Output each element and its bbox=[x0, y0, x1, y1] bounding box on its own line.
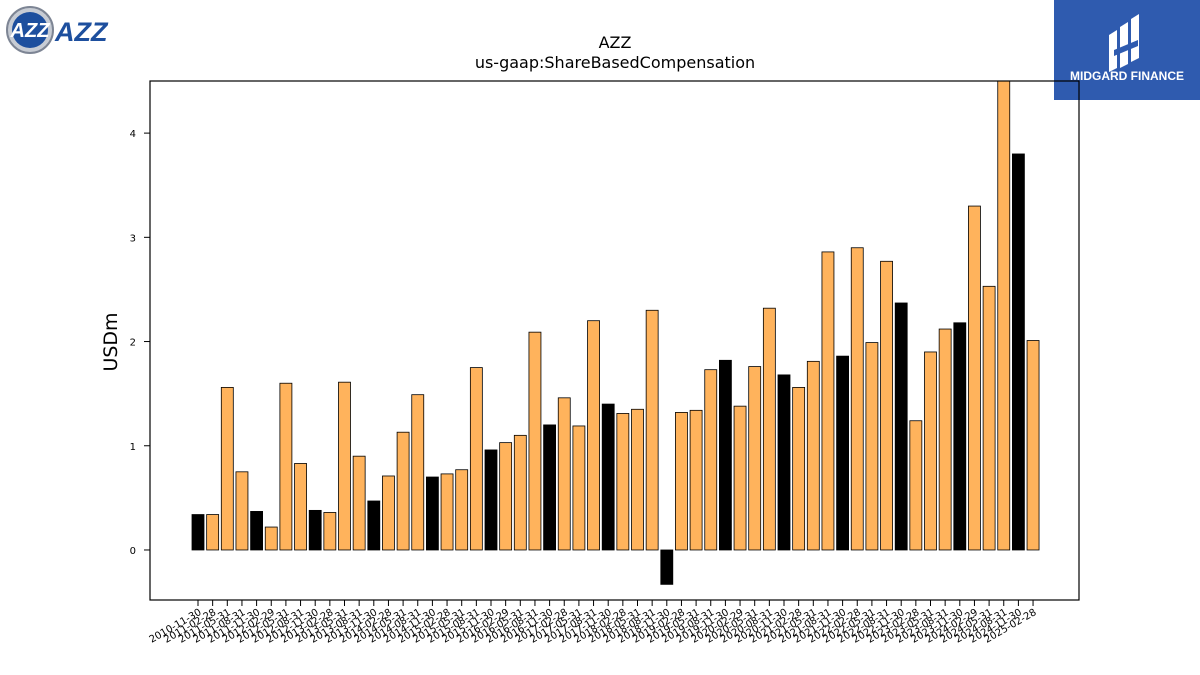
bar bbox=[220, 386, 234, 551]
bar bbox=[806, 360, 820, 551]
bar bbox=[294, 463, 307, 551]
y-tick-label: 1 bbox=[130, 442, 136, 453]
bar bbox=[455, 469, 469, 551]
bar bbox=[513, 434, 527, 551]
bar bbox=[528, 331, 542, 551]
bar bbox=[777, 374, 791, 551]
midgard-finance-logo: MIDGARD FINANCE bbox=[1054, 0, 1200, 100]
y-tick-label: 2 bbox=[130, 338, 136, 349]
azz-logo-mark: AZZ bbox=[10, 20, 51, 42]
bar bbox=[601, 403, 615, 551]
bar bbox=[616, 413, 630, 551]
y-tick-label: 0 bbox=[130, 546, 136, 557]
plot-frame bbox=[149, 80, 1080, 601]
y-axis-label: USDm bbox=[100, 312, 122, 371]
bar bbox=[572, 425, 586, 551]
bar bbox=[206, 514, 220, 551]
bar bbox=[704, 369, 718, 551]
bar bbox=[675, 412, 688, 551]
bar bbox=[968, 205, 981, 551]
bar bbox=[880, 260, 893, 551]
plot-area: 012342010-11-302011-02-282011-05-312011-… bbox=[130, 80, 1040, 646]
bar bbox=[865, 342, 879, 551]
bar bbox=[587, 320, 600, 551]
chart-subtitle: us-gaap:ShareBasedCompensation bbox=[475, 53, 755, 72]
bar bbox=[411, 394, 425, 551]
bar bbox=[250, 511, 264, 551]
chart-title: AZZ bbox=[599, 33, 632, 52]
azz-logo: AZZ AZZ bbox=[6, 6, 109, 54]
bar bbox=[499, 442, 513, 551]
bar bbox=[821, 251, 835, 551]
bar bbox=[264, 526, 278, 551]
bar bbox=[338, 381, 351, 551]
bar bbox=[924, 351, 937, 551]
bar bbox=[836, 355, 849, 551]
midgard-logo-mark bbox=[1109, 14, 1139, 72]
bar bbox=[279, 382, 293, 551]
bar bbox=[1012, 153, 1025, 551]
bar bbox=[719, 359, 732, 551]
azz-logo-wordmark: AZZ bbox=[54, 17, 109, 47]
bar bbox=[689, 409, 703, 551]
y-tick-label: 3 bbox=[130, 233, 136, 244]
bar bbox=[367, 500, 381, 551]
bar bbox=[762, 307, 776, 551]
bar bbox=[938, 328, 952, 551]
midgard-logo-text: MIDGARD FINANCE bbox=[1070, 69, 1184, 83]
y-tick-label: 4 bbox=[130, 129, 136, 140]
bar bbox=[396, 431, 410, 551]
bar bbox=[235, 471, 249, 551]
bar bbox=[748, 366, 762, 551]
bar bbox=[1026, 340, 1040, 551]
bar bbox=[792, 386, 806, 551]
bar bbox=[469, 367, 483, 551]
bar bbox=[440, 473, 454, 551]
azz-logo-inner bbox=[12, 12, 48, 48]
bar bbox=[543, 424, 556, 551]
bar bbox=[733, 405, 747, 551]
bar bbox=[557, 397, 571, 551]
bar bbox=[484, 449, 498, 551]
bar bbox=[645, 309, 659, 551]
bar bbox=[382, 475, 395, 551]
bar bbox=[425, 476, 439, 551]
bar bbox=[982, 285, 996, 551]
bar bbox=[191, 514, 205, 551]
bar bbox=[660, 549, 674, 585]
bar bbox=[323, 512, 337, 551]
bar bbox=[997, 80, 1011, 551]
bar bbox=[308, 509, 322, 551]
bar bbox=[631, 408, 644, 551]
bar bbox=[953, 322, 967, 551]
bar bbox=[909, 420, 923, 551]
bar bbox=[352, 455, 366, 551]
bar bbox=[850, 247, 864, 551]
bar bbox=[894, 302, 908, 551]
